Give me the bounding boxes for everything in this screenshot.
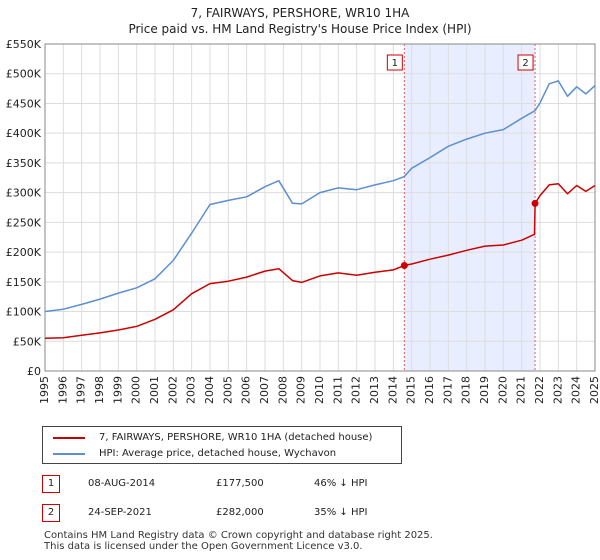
y-tick-label: £550K [6,38,42,51]
chart-subtitle: Price paid vs. HM Land Registry's House … [128,22,472,36]
hpi-line [44,80,596,313]
transaction-row: 2 24-SEP-2021 £282,000 35% ↓ HPI [42,504,442,524]
x-tick-label: 2017 [441,376,454,404]
y-tick-label: £0 [27,365,41,378]
y-tick-label: £150K [6,276,42,289]
x-tick-label: 2022 [533,376,546,404]
x-tick-label: 2014 [386,376,399,404]
sale-marker-box [517,54,534,71]
x-tick-label: 1995 [38,376,51,404]
y-tick-label: £450K [6,97,42,110]
sale-point [400,261,408,269]
sale-marker-label: 2 [522,58,528,69]
x-tick-label: 2010 [313,376,326,404]
sale-marker-box [386,54,403,71]
sale-point [531,199,539,207]
x-tick-label: 2020 [496,376,509,404]
transaction-date: 08-AUG-2014 [88,478,156,489]
transaction-price: £282,000 [216,507,264,518]
y-tick-label: £200K [6,246,42,259]
x-tick-label: 2000 [130,376,143,404]
x-tick-label: 2024 [570,376,583,404]
x-tick-label: 2008 [276,376,289,404]
y-tick-label: £400K [6,127,42,140]
chart-plot: £0 £50K £100K £150K £200K £250K £300K £350K £400… [6,38,600,404]
x-tick-label: 2001 [148,376,161,404]
plot-frame [44,43,596,372]
x-tick-label: 2012 [350,376,363,404]
y-tick-label: £250K [6,216,42,229]
x-tick-label: 2018 [460,376,473,404]
shaded-period [404,44,536,371]
footer: Contains HM Land Registry data © Crown c… [44,530,433,552]
x-tick-label: 2015 [405,376,418,404]
x-tick-label: 2005 [221,376,234,404]
footer-copyright: Contains HM Land Registry data © Crown c… [44,530,433,541]
y-tick-label: £50K [13,335,42,348]
y-tick-label: £350K [6,157,42,170]
x-tick-label: 2025 [588,376,600,404]
legend-swatch-blue [53,452,85,455]
x-tick-label: 2009 [295,376,308,404]
price-paid-line [44,182,596,340]
x-tick-label: 2021 [515,376,528,404]
y-tick-label: £500K [6,68,42,81]
x-tick-label: 1996 [56,376,69,404]
x-tick-label: 2023 [551,376,564,404]
transaction-price: £177,500 [216,478,264,489]
x-tick-label: 1999 [111,376,124,404]
x-tick-label: 2011 [331,376,344,404]
x-tick-label: 1998 [93,376,106,404]
transaction-number: 2 [42,504,60,522]
x-tick-label: 2016 [423,376,436,404]
legend-swatch-red [53,436,85,439]
footer-licence: This data is licensed under the Open Gov… [44,541,363,552]
transaction-number: 1 [42,475,60,493]
legend: 7, FAIRWAYS, PERSHORE, WR10 1HA (detache… [42,426,402,464]
legend-item-price-paid: 7, FAIRWAYS, PERSHORE, WR10 1HA (detache… [53,432,372,443]
y-tick-label: £100K [6,306,42,319]
transaction-date: 24-SEP-2021 [88,507,152,518]
transaction-hpi: 35% ↓ HPI [314,507,368,518]
x-tick-label: 2004 [203,376,216,404]
x-tick-label: 2002 [166,376,179,404]
x-tick-label: 2013 [368,376,381,404]
chart-title: 7, FAIRWAYS, PERSHORE, WR10 1HA [190,6,410,20]
transaction-hpi: 46% ↓ HPI [314,478,368,489]
sale-marker-label: 1 [392,58,398,69]
x-tick-label: 2006 [240,376,253,404]
x-tick-label: 2003 [185,376,198,404]
x-tick-label: 2007 [258,376,271,404]
legend-label: HPI: Average price, detached house, Wych… [99,448,337,459]
x-tick-label: 1997 [75,376,88,404]
x-tick-label: 2019 [478,376,491,404]
legend-label: 7, FAIRWAYS, PERSHORE, WR10 1HA (detache… [99,432,373,443]
transaction-row: 1 08-AUG-2014 £177,500 46% ↓ HPI [42,475,442,495]
y-tick-label: £300K [6,187,42,200]
legend-item-hpi: HPI: Average price, detached house, Wych… [53,448,336,459]
